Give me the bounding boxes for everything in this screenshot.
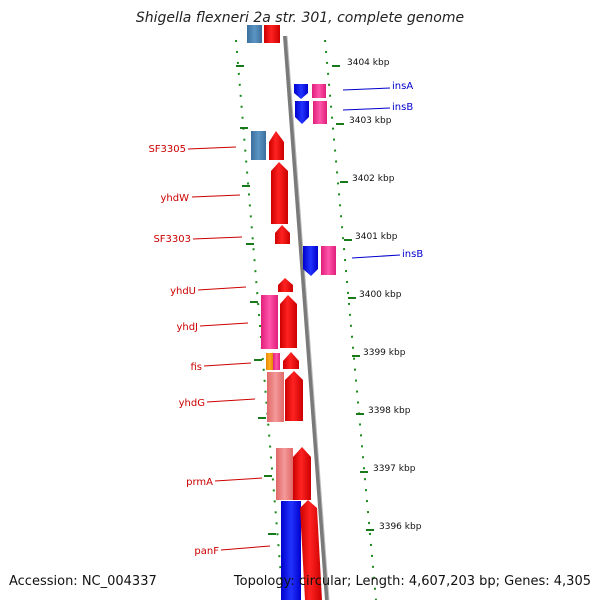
gene-sf3305-neighbor bbox=[269, 131, 284, 160]
label-sf3305: SF3305 bbox=[148, 144, 186, 155]
leader-panf bbox=[220, 545, 271, 551]
label-insb-1: insB bbox=[392, 102, 413, 113]
gene-top-red bbox=[264, 25, 280, 43]
tick-label-3397: 3397 kbp bbox=[373, 464, 416, 474]
genome-backbone bbox=[283, 35, 329, 600]
leader-insb-1 bbox=[342, 107, 391, 111]
accession-label: Accession: NC_004337 bbox=[9, 574, 157, 589]
leader-insa bbox=[342, 87, 391, 91]
label-yhdu: yhdU bbox=[170, 286, 196, 297]
label-yhdj: yhdJ bbox=[176, 322, 198, 333]
label-yhdw: yhdW bbox=[161, 193, 190, 204]
topology-label: Topology: circular; Length: 4,607,203 bp… bbox=[233, 574, 591, 589]
label-prma: prmA bbox=[186, 477, 213, 488]
tick-label-3403: 3403 kbp bbox=[349, 116, 392, 126]
gene-yhdg bbox=[267, 372, 284, 422]
genome-backbone-highlight bbox=[286, 35, 330, 600]
leader-sf3303 bbox=[192, 236, 243, 240]
gene-insa-pink bbox=[312, 84, 326, 98]
leader-prma bbox=[214, 477, 263, 482]
gene-fis-neighbor bbox=[283, 352, 299, 369]
leader-sf3305 bbox=[187, 146, 237, 150]
gene-yhdu bbox=[278, 278, 293, 292]
gene-yhdj-neighbor bbox=[280, 295, 297, 348]
label-yhdg: yhdG bbox=[179, 398, 205, 409]
gene-panf-neighbor bbox=[300, 500, 322, 600]
tick-label-3402: 3402 kbp bbox=[352, 174, 395, 184]
leader-insb-2 bbox=[351, 254, 401, 259]
gene-fis-orange bbox=[266, 353, 273, 370]
gene-insb-1 bbox=[295, 101, 309, 124]
gene-insa bbox=[294, 84, 308, 99]
gene-fis bbox=[273, 353, 280, 370]
gene-sf3303 bbox=[275, 225, 290, 244]
gene-insb-1-pink bbox=[313, 101, 327, 124]
leader-fis bbox=[203, 362, 252, 367]
tick-label-3401: 3401 kbp bbox=[355, 232, 398, 242]
leader-yhdw bbox=[191, 194, 241, 198]
gene-insb-2 bbox=[303, 246, 318, 276]
tick-label-3400: 3400 kbp bbox=[359, 290, 402, 300]
gene-top-steel bbox=[247, 25, 262, 43]
tick-marks bbox=[236, 65, 374, 535]
gene-yhdj bbox=[261, 295, 278, 349]
leader-yhdu bbox=[197, 286, 247, 291]
label-insa: insA bbox=[392, 81, 413, 92]
gene-panf bbox=[281, 501, 301, 600]
leader-yhdg bbox=[206, 398, 256, 403]
leader-yhdj bbox=[199, 322, 249, 327]
tick-label-3396: 3396 kbp bbox=[379, 522, 422, 532]
gene-sf3305 bbox=[251, 131, 266, 160]
gene-prma-neighbor bbox=[293, 447, 311, 500]
label-sf3303: SF3303 bbox=[153, 234, 191, 245]
tick-label-3398: 3398 kbp bbox=[368, 406, 411, 416]
gene-yhdw bbox=[271, 162, 288, 224]
map-title: Shigella flexneri 2a str. 301, complete … bbox=[135, 10, 465, 26]
label-panf: panF bbox=[194, 546, 219, 557]
tick-label-3399: 3399 kbp bbox=[363, 348, 406, 358]
label-fis: fis bbox=[190, 362, 202, 373]
gene-yhdg-neighbor bbox=[285, 371, 303, 421]
label-insb-2: insB bbox=[402, 249, 423, 260]
gene-insb-2-pink bbox=[321, 246, 336, 275]
gene-prma bbox=[276, 448, 293, 500]
tick-label-3404: 3404 kbp bbox=[347, 58, 390, 68]
